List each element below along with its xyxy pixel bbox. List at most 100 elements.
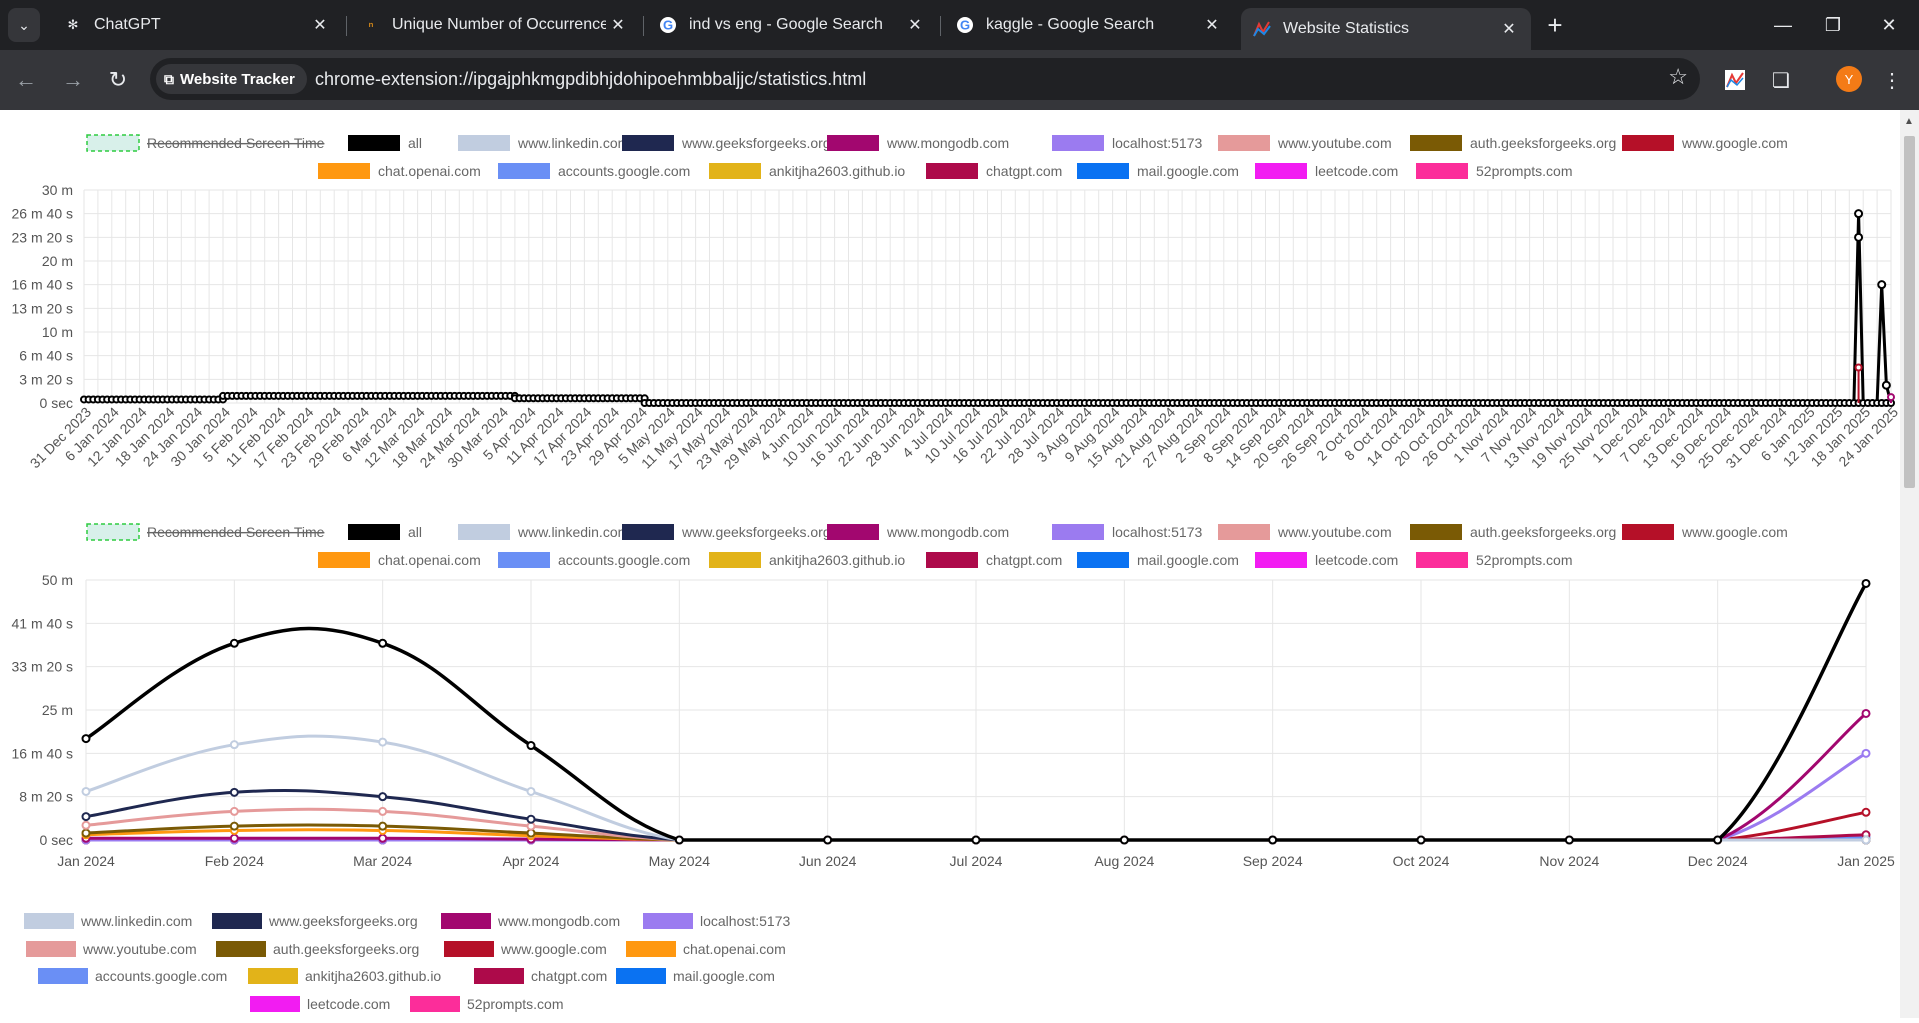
- pie-legend-item[interactable]: chatgpt.com: [474, 968, 607, 984]
- pie-legend-item[interactable]: www.geeksforgeeks.org: [212, 913, 418, 929]
- data-point: [1854, 209, 1864, 219]
- extension-icon: ⧉: [164, 70, 174, 87]
- daily-legend-item[interactable]: leetcode.com: [1255, 163, 1398, 179]
- site-info-chip[interactable]: ⧉ Website Tracker: [156, 64, 307, 94]
- pie-legend-item[interactable]: www.youtube.com: [26, 941, 197, 957]
- daily-legend-item[interactable]: www.google.com: [1622, 135, 1788, 151]
- scroll-up-arrow-icon[interactable]: ▲: [1904, 116, 1914, 127]
- monthly-legend-item[interactable]: www.linkedin.com: [458, 524, 629, 540]
- browser-toolbar: ← → ↻ ⧉ Website Tracker chrome-extension…: [0, 50, 1919, 110]
- google-icon: G: [956, 16, 974, 34]
- svg-text:G: G: [663, 18, 673, 33]
- monthly-legend-item[interactable]: mail.google.com: [1077, 552, 1239, 568]
- pie-legend-item[interactable]: mail.google.com: [616, 968, 775, 984]
- restore-icon[interactable]: ❐: [1824, 14, 1842, 35]
- tab-kaggle[interactable]: G kaggle - Google Search ✕: [944, 8, 1234, 42]
- tab-search-chevron-down-icon[interactable]: ⌄: [8, 8, 40, 42]
- monthly-legend-item[interactable]: leetcode.com: [1255, 552, 1398, 568]
- tab-chatgpt[interactable]: ✻ ChatGPT ✕: [52, 8, 342, 42]
- daily-legend-item[interactable]: www.youtube.com: [1218, 135, 1392, 151]
- close-icon[interactable]: ✕: [313, 17, 327, 34]
- daily-legend-item[interactable]: 52prompts.com: [1416, 163, 1572, 179]
- daily-legend-item[interactable]: all: [348, 135, 422, 151]
- monthly-legend-item[interactable]: Recommended Screen Time: [86, 523, 325, 541]
- tab-title: ChatGPT: [94, 16, 161, 33]
- data-point: [1564, 835, 1574, 845]
- data-point: [81, 812, 91, 822]
- back-arrow-icon[interactable]: ←: [15, 67, 37, 92]
- avatar[interactable]: Y: [1836, 66, 1862, 92]
- daily-legend-item[interactable]: ankitjha2603.github.io: [709, 163, 905, 179]
- y-tick-label: 6 m 40 s: [19, 348, 73, 364]
- monthly-legend-item[interactable]: www.geeksforgeeks.org: [622, 524, 831, 540]
- daily-legend-item[interactable]: accounts.google.com: [498, 163, 690, 179]
- monthly-legend-item[interactable]: chat.openai.com: [318, 552, 481, 568]
- daily-legend-item[interactable]: www.mongodb.com: [827, 135, 1009, 151]
- monthly-legend-item[interactable]: auth.geeksforgeeks.org: [1410, 524, 1616, 540]
- monthly-legend-item[interactable]: all: [348, 524, 422, 540]
- y-tick-label: 30 m: [42, 182, 73, 198]
- monthly-legend-item[interactable]: www.mongodb.com: [827, 524, 1009, 540]
- monthly-legend-item[interactable]: ankitjha2603.github.io: [709, 552, 905, 568]
- daily-legend-item[interactable]: mail.google.com: [1077, 163, 1239, 179]
- reload-icon[interactable]: ↻: [108, 67, 128, 92]
- monthly-legend-item[interactable]: chatgpt.com: [926, 552, 1062, 568]
- legend-swatch: [348, 135, 400, 151]
- pie-legend-item[interactable]: leetcode.com: [250, 996, 390, 1012]
- data-point: [1416, 835, 1426, 845]
- monthly-legend-item[interactable]: accounts.google.com: [498, 552, 690, 568]
- extensions-puzzle-icon[interactable]: ❏: [1772, 69, 1790, 92]
- pie-legend-item[interactable]: chat.openai.com: [626, 941, 786, 957]
- pie-legend-item[interactable]: www.mongodb.com: [441, 913, 620, 929]
- window-close-icon[interactable]: ✕: [1881, 14, 1897, 35]
- forward-arrow-icon[interactable]: →: [62, 67, 84, 92]
- y-tick-label: 0 sec: [40, 832, 73, 848]
- monthly-legend-item[interactable]: www.google.com: [1622, 524, 1788, 540]
- close-icon[interactable]: ✕: [1205, 17, 1219, 34]
- y-tick-label: 23 m 20 s: [12, 229, 73, 245]
- legend-label: www.linkedin.com: [517, 524, 629, 540]
- close-icon[interactable]: ✕: [1502, 21, 1516, 38]
- y-tick-label: 16 m 40 s: [12, 277, 73, 293]
- daily-legend-item[interactable]: chat.openai.com: [318, 163, 481, 179]
- minimize-icon[interactable]: —: [1774, 14, 1792, 35]
- monthly-legend-item[interactable]: localhost:5173: [1052, 524, 1203, 540]
- bookmark-star-icon[interactable]: ☆: [1668, 64, 1688, 89]
- close-icon[interactable]: ✕: [908, 17, 922, 34]
- pie-legend-item[interactable]: localhost:5173: [643, 913, 791, 929]
- new-tab-plus-icon[interactable]: +: [1547, 9, 1563, 40]
- close-icon[interactable]: ✕: [611, 17, 625, 34]
- legend-swatch: [212, 913, 262, 929]
- menu-kebab-icon[interactable]: ⋮: [1882, 69, 1902, 92]
- legend-label: ankitjha2603.github.io: [305, 968, 441, 984]
- pie-legend-item[interactable]: www.linkedin.com: [24, 913, 192, 929]
- monthly-legend-item[interactable]: 52prompts.com: [1416, 552, 1572, 568]
- legend-swatch: [1410, 524, 1462, 540]
- legend-swatch: [1622, 524, 1674, 540]
- tab-title: Unique Number of Occurrences: [392, 16, 606, 33]
- monthly-legend-item[interactable]: www.youtube.com: [1218, 524, 1392, 540]
- daily-legend-item[interactable]: www.linkedin.com: [458, 135, 629, 151]
- tab-website-statistics[interactable]: Website Statistics ✕: [1241, 8, 1531, 50]
- daily-legend-item[interactable]: auth.geeksforgeeks.org: [1410, 135, 1616, 151]
- url-text[interactable]: chrome-extension://ipgajphkmgpdibhjdohip…: [315, 69, 867, 89]
- legend-label: accounts.google.com: [95, 968, 227, 984]
- daily-legend-item[interactable]: Recommended Screen Time: [86, 134, 325, 152]
- legend-swatch: [1416, 552, 1468, 568]
- page-scrollbar[interactable]: ▲: [1900, 110, 1919, 1018]
- legend-swatch: [498, 552, 550, 568]
- pie-legend-item[interactable]: accounts.google.com: [38, 968, 227, 984]
- daily-legend-item[interactable]: www.geeksforgeeks.org: [622, 135, 831, 151]
- pie-legend-item[interactable]: 52prompts.com: [410, 996, 563, 1012]
- website-tracker-extension-icon[interactable]: [1720, 65, 1750, 95]
- pie-legend-item[interactable]: auth.geeksforgeeks.org: [216, 941, 419, 957]
- address-bar[interactable]: ⧉ Website Tracker chrome-extension://ipg…: [150, 58, 1700, 100]
- tab-ind-vs-eng[interactable]: G ind vs eng - Google Search ✕: [647, 8, 937, 42]
- daily-legend-item[interactable]: localhost:5173: [1052, 135, 1203, 151]
- pie-legend-item[interactable]: www.google.com: [444, 941, 607, 957]
- scroll-thumb[interactable]: [1904, 136, 1915, 488]
- daily-legend-item[interactable]: chatgpt.com: [926, 163, 1062, 179]
- legend-label: www.youtube.com: [1277, 135, 1392, 151]
- pie-legend-item[interactable]: ankitjha2603.github.io: [248, 968, 441, 984]
- tab-unique-occurrences[interactable]: ⁿ Unique Number of Occurrences ✕: [350, 8, 640, 42]
